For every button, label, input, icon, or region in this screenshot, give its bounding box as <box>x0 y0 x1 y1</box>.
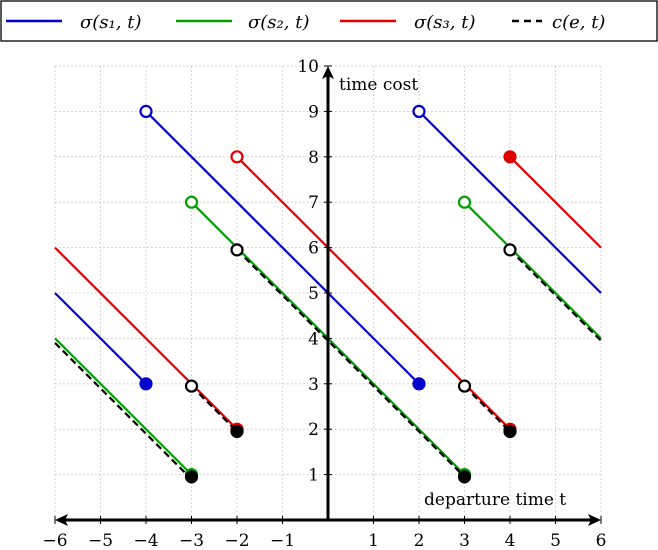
legend-entry-1: σ(s₁, t) <box>6 12 141 33</box>
x-tick-label: −3 <box>179 531 204 550</box>
filled-endpoint <box>412 377 426 391</box>
open-endpoint <box>457 195 472 209</box>
x-tick-label: 6 <box>596 531 607 550</box>
y-tick-label: 3 <box>308 375 319 395</box>
x-axis-arrow-left <box>55 514 68 526</box>
axes <box>55 66 601 526</box>
x-tick-label: 4 <box>505 531 516 550</box>
x-tick-label: −6 <box>42 531 67 550</box>
x-tick-label: 1 <box>368 531 379 550</box>
legend-label: σ(s₁, t) <box>80 12 141 33</box>
series-1 <box>54 104 602 391</box>
x-axis-arrow-right <box>588 514 601 526</box>
series-segment <box>54 342 193 480</box>
legend-entry-2: σ(s₂, t) <box>176 12 309 33</box>
x-tick-label: −2 <box>224 531 249 550</box>
series-segment <box>463 201 602 340</box>
open-endpoint <box>230 150 244 164</box>
y-tick-label: 7 <box>308 193 319 213</box>
legend-label: σ(s₃, t) <box>414 12 475 33</box>
series-layer <box>54 104 602 484</box>
y-tick-label: 10 <box>297 57 319 77</box>
open-endpoint <box>457 379 472 393</box>
legend-label: c(e, t) <box>552 12 605 33</box>
open-endpoint <box>230 243 244 257</box>
y-tick-label: 1 <box>308 466 319 486</box>
y-tick-label: 6 <box>308 239 319 259</box>
filled-endpoint <box>503 424 517 439</box>
x-tick-label: 5 <box>550 531 561 550</box>
open-endpoint <box>503 243 517 257</box>
open-endpoint <box>139 104 153 119</box>
y-axis-arrow <box>322 66 334 79</box>
x-tick-label: 2 <box>414 531 425 550</box>
legend-box <box>0 0 658 42</box>
y-tick-label: 8 <box>308 148 319 168</box>
y-tick-label: 2 <box>308 420 319 440</box>
x-tick-label: −1 <box>270 531 295 550</box>
open-endpoint <box>412 104 426 119</box>
series-segment <box>54 246 238 430</box>
y-tick-label: 5 <box>308 284 319 304</box>
series-segment <box>145 110 420 385</box>
legend-items: σ(s₁, t) σ(s₂, t) σ(s₃, t) c(e, t) <box>6 12 605 33</box>
series-segment <box>418 110 602 294</box>
x-axis-label: departure time t <box>424 490 566 510</box>
x-tick-label: −4 <box>133 531 158 550</box>
x-tick-label: 3 <box>459 531 470 550</box>
y-axis-label: time cost <box>339 75 418 95</box>
legend-entry-3: σ(s₃, t) <box>340 12 475 33</box>
series-segment <box>509 156 602 249</box>
legend: σ(s₁, t) σ(s₂, t) σ(s₃, t) c(e, t) <box>0 0 658 42</box>
y-tick-label: 9 <box>308 102 319 122</box>
y-tick-label: 4 <box>308 329 319 349</box>
filled-endpoint <box>230 424 244 439</box>
filled-endpoint <box>139 377 153 391</box>
series-segment <box>54 337 193 476</box>
series-segment <box>54 292 147 385</box>
filled-endpoint <box>503 150 517 164</box>
ticks: −6 −5 −4 −3 −2 −1 1 2 3 4 5 6 1 2 3 4 5 6 7 8 9 10 <box>42 57 606 550</box>
filled-endpoint <box>184 470 199 484</box>
open-endpoint <box>184 379 199 393</box>
legend-label: σ(s₂, t) <box>248 12 309 33</box>
x-tick-label: −5 <box>88 531 113 550</box>
series-segment <box>236 249 466 478</box>
legend-entry-4: c(e, t) <box>512 12 605 33</box>
filled-endpoint <box>457 470 472 484</box>
open-endpoint <box>184 195 199 209</box>
series-4 <box>54 243 602 484</box>
